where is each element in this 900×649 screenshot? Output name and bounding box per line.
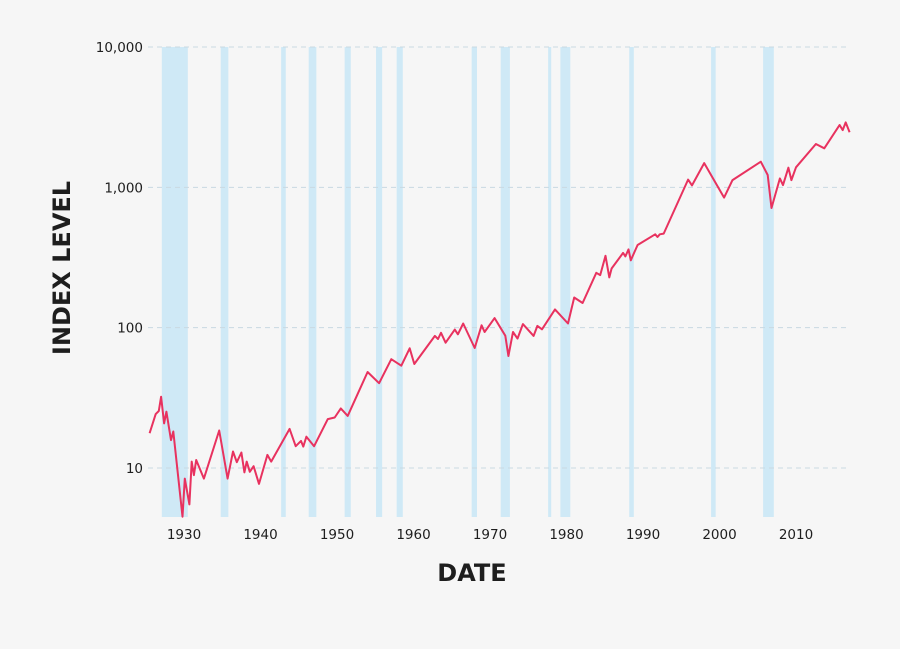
y-axis-title: INDEX LEVEL	[48, 181, 76, 355]
x-tick-label: 1990	[626, 527, 660, 543]
shaded-periods	[161, 47, 774, 517]
x-tick-label: 1930	[167, 527, 201, 543]
series-line-0	[148, 121, 851, 518]
x-tick-label: 1980	[549, 527, 583, 543]
x-axis-ticks: 1930 1940 1950 1960 1970 1980 1990 2000 2010	[167, 527, 813, 543]
y-tick-label: 1,000	[104, 180, 143, 196]
shaded-period-9	[548, 47, 552, 517]
series-lines	[148, 121, 851, 518]
shaded-period-10	[560, 47, 571, 517]
shaded-period-7	[471, 47, 477, 517]
shaded-period-8	[500, 47, 510, 517]
shaded-period-2	[281, 47, 286, 517]
y-axis-ticks: 10 100 1,000 10,000	[96, 40, 143, 477]
shaded-period-6	[396, 47, 403, 517]
y-tick-label: 100	[117, 321, 143, 337]
x-tick-label: 1950	[320, 527, 354, 543]
shaded-period-11	[629, 47, 634, 517]
x-axis-title: DATE	[437, 559, 506, 587]
shaded-period-13	[763, 47, 774, 517]
shaded-period-4	[344, 47, 351, 517]
x-tick-label: 1960	[396, 527, 430, 543]
x-tick-label: 2000	[702, 527, 736, 543]
x-tick-label: 1940	[243, 527, 277, 543]
y-tick-label: 10,000	[96, 40, 143, 56]
shaded-period-5	[376, 47, 383, 517]
shaded-period-12	[711, 47, 716, 517]
shaded-period-3	[308, 47, 317, 517]
gridlines	[148, 46, 850, 469]
y-tick-label: 10	[126, 461, 143, 477]
shaded-period-1	[220, 47, 229, 517]
x-tick-label: 1970	[473, 527, 507, 543]
x-tick-label: 2010	[779, 527, 813, 543]
